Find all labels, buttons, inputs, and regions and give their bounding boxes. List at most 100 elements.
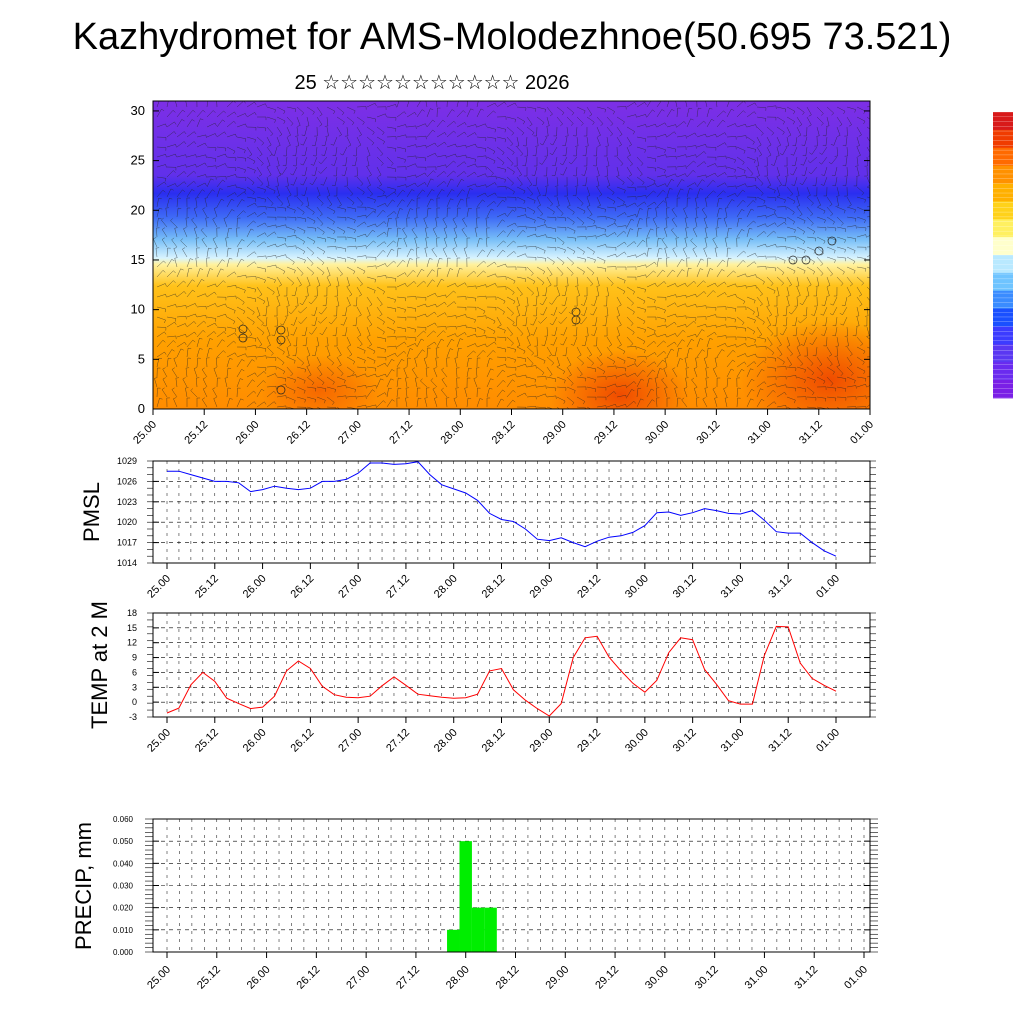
wind-barb bbox=[796, 196, 801, 207]
wind-barb bbox=[216, 179, 226, 188]
wind-barb bbox=[786, 396, 796, 404]
wind-barb bbox=[802, 146, 808, 157]
wind-barb bbox=[676, 197, 681, 208]
wind-barb bbox=[666, 313, 677, 318]
wind-barb bbox=[376, 146, 384, 157]
wind-barb bbox=[626, 346, 637, 350]
wind-barb bbox=[236, 136, 247, 142]
wind-barb bbox=[366, 240, 376, 248]
wind-barb bbox=[275, 176, 279, 187]
wind-barb bbox=[726, 325, 737, 330]
wind-barb bbox=[596, 396, 607, 401]
wind-barb bbox=[486, 341, 497, 348]
wind-barb bbox=[776, 246, 787, 250]
wind-barb bbox=[696, 258, 704, 268]
wind-barb bbox=[636, 156, 644, 166]
wind-barb bbox=[186, 289, 196, 298]
wind-barb bbox=[416, 349, 425, 358]
wind-barb bbox=[665, 197, 669, 208]
wind-barb bbox=[826, 216, 835, 225]
wind-barb bbox=[549, 146, 558, 156]
wind-barb bbox=[276, 236, 287, 242]
wind-barb bbox=[236, 336, 247, 341]
wind-barb bbox=[546, 386, 557, 392]
wind-barb bbox=[336, 384, 347, 389]
wind-barb bbox=[311, 346, 318, 357]
wind-barb bbox=[556, 256, 565, 266]
wind-barb bbox=[716, 110, 726, 118]
y-tick-label: 25 bbox=[131, 153, 145, 168]
wind-barb bbox=[426, 303, 437, 308]
wind-barb bbox=[161, 387, 168, 398]
wind-barb bbox=[176, 154, 187, 158]
wind-barb bbox=[646, 237, 650, 248]
wind-barb bbox=[311, 306, 318, 317]
wind-barb bbox=[856, 166, 860, 177]
wind-barb bbox=[496, 363, 507, 368]
wind-barb bbox=[316, 246, 326, 255]
wind-barb bbox=[246, 356, 257, 360]
wind-barb bbox=[266, 356, 277, 361]
wind-barb bbox=[626, 296, 634, 306]
wind-barb bbox=[476, 326, 486, 334]
wind-barb bbox=[773, 327, 778, 337]
x-tick-label: 30.12 bbox=[693, 964, 721, 992]
wind-barb bbox=[405, 397, 409, 408]
wind-barb bbox=[736, 353, 747, 358]
wind-barb bbox=[314, 286, 318, 297]
wind-barb bbox=[286, 266, 296, 274]
wind-barb bbox=[616, 326, 621, 337]
wind-barb bbox=[446, 207, 451, 218]
wind-barb bbox=[366, 373, 377, 378]
wind-barb bbox=[522, 306, 528, 317]
wind-barb bbox=[736, 156, 745, 165]
wind-barb bbox=[416, 326, 427, 331]
wind-barb bbox=[306, 216, 316, 224]
wind-barb bbox=[416, 109, 425, 118]
wind-barb bbox=[306, 386, 317, 392]
wind-barb bbox=[786, 216, 796, 225]
wind-barb bbox=[790, 166, 798, 176]
x-tick-label: 29.00 bbox=[543, 964, 571, 992]
wind-barb bbox=[656, 154, 667, 158]
wind-barb bbox=[195, 237, 200, 248]
wind-barb bbox=[564, 186, 568, 197]
wind-barb bbox=[746, 220, 756, 228]
wind-barb bbox=[276, 254, 287, 258]
wind-barb bbox=[696, 161, 707, 168]
wind-barb bbox=[296, 256, 306, 264]
wind-barb bbox=[166, 183, 177, 188]
wind-barb bbox=[214, 247, 219, 258]
wind-barb bbox=[674, 387, 678, 398]
wind-barb bbox=[812, 346, 818, 357]
y-tick-label: 15 bbox=[127, 623, 137, 633]
wind-barb bbox=[226, 358, 233, 368]
wind-barb bbox=[356, 116, 365, 125]
wind-barb bbox=[616, 286, 626, 295]
wind-barb bbox=[185, 217, 190, 228]
wind-barb bbox=[776, 106, 787, 113]
wind-barb bbox=[331, 156, 338, 166]
wind-barb bbox=[776, 391, 787, 398]
wind-barb bbox=[716, 306, 727, 310]
x-tick-label: 01.00 bbox=[848, 419, 876, 447]
wind-barb bbox=[376, 336, 387, 342]
colorbar-segment bbox=[993, 344, 1013, 363]
wind-barb bbox=[156, 176, 167, 182]
wind-barb bbox=[306, 256, 314, 266]
wind-barb bbox=[556, 246, 566, 253]
wind-barb bbox=[779, 146, 788, 156]
wind-barb bbox=[705, 197, 709, 208]
field-hotspots bbox=[153, 101, 870, 409]
wind-barb bbox=[820, 306, 828, 316]
wind-barb bbox=[666, 155, 677, 160]
wind-barb bbox=[636, 195, 647, 199]
wind-barb bbox=[456, 122, 467, 128]
wind-barb bbox=[406, 326, 417, 333]
wind-barb bbox=[746, 196, 757, 201]
precip-axis-label: PRECIP, mm bbox=[71, 822, 96, 950]
wind-barb bbox=[726, 101, 730, 108]
wind-barb bbox=[266, 196, 274, 206]
wind-barb bbox=[566, 246, 576, 255]
wind-barb bbox=[636, 146, 646, 153]
